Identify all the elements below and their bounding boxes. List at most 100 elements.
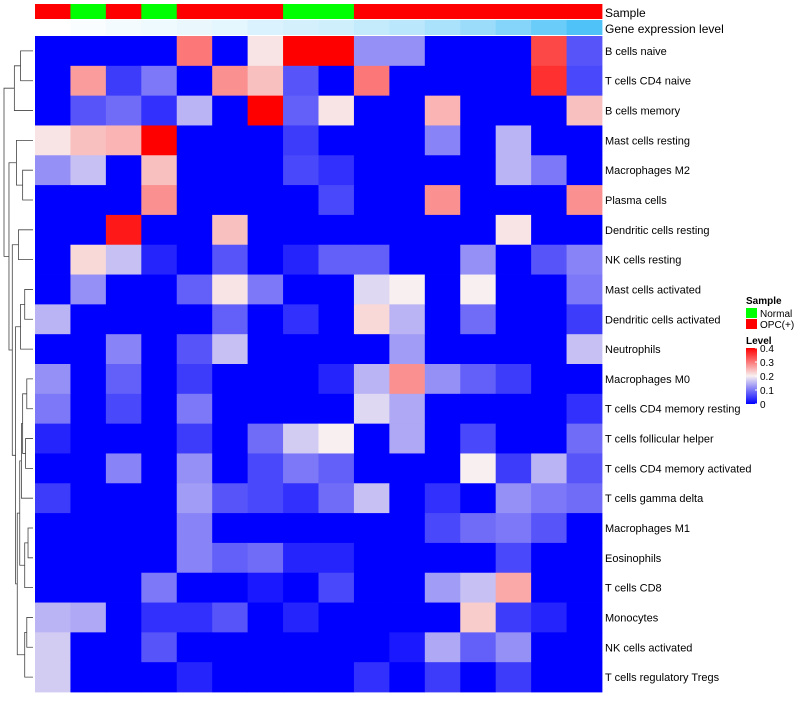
heatmap-cell <box>424 572 461 603</box>
level-annotation-cell <box>566 20 603 35</box>
heatmap-cell <box>105 364 142 395</box>
heatmap-cell <box>141 602 178 633</box>
heatmap-cell <box>212 244 249 275</box>
heatmap-cell <box>141 185 178 216</box>
heatmap-cell <box>141 334 178 365</box>
heatmap-cell <box>35 483 71 514</box>
heatmap-cell <box>318 513 355 544</box>
heatmap-cell <box>318 453 355 484</box>
heatmap-cell <box>531 125 567 156</box>
heatmap-cell <box>105 632 142 663</box>
heatmap-cell <box>460 483 497 514</box>
dendrogram-branch <box>20 50 33 82</box>
heatmap-cell <box>141 65 178 97</box>
heatmap-cell <box>70 572 107 603</box>
heatmap-cell <box>460 155 497 186</box>
heatmap-cell <box>318 304 355 335</box>
heatmap-cell <box>460 36 497 67</box>
heatmap-cell <box>283 662 319 693</box>
heatmap-cell <box>566 214 603 246</box>
annotation-track-label: Gene expression level <box>605 22 724 36</box>
heatmap-cell <box>283 483 319 514</box>
heatmap-cell <box>212 214 249 246</box>
heatmap-cell <box>424 304 461 335</box>
heatmap-cell <box>141 393 178 425</box>
heatmap-cell <box>318 483 355 514</box>
dendrogram-branch <box>21 423 33 499</box>
dendrogram-branch <box>26 617 33 648</box>
heatmap-cell <box>141 364 178 395</box>
heatmap-cell <box>495 95 532 126</box>
heatmap-cell <box>212 274 249 305</box>
heatmap-cell <box>105 95 142 126</box>
heatmap-cell <box>495 483 532 514</box>
heatmap-cell <box>105 542 142 574</box>
heatmap-cell <box>141 125 178 156</box>
heatmap-cell <box>141 155 178 186</box>
heatmap-cell <box>318 65 355 97</box>
level-annotation-cell <box>318 20 355 35</box>
heatmap-cell <box>531 185 567 216</box>
heatmap-cell <box>212 125 249 156</box>
level-annotation-cell <box>353 20 390 35</box>
heatmap-cell <box>70 513 107 544</box>
row-label: Plasma cells <box>605 195 667 207</box>
heatmap-cell <box>212 602 249 633</box>
heatmap-cell <box>318 393 355 425</box>
heatmap-cell <box>283 185 319 216</box>
row-label: T cells gamma delta <box>605 493 704 505</box>
heatmap-cell <box>247 542 284 574</box>
heatmap-cell <box>531 304 567 335</box>
heatmap-cell <box>35 364 71 395</box>
heatmap-cell <box>70 65 107 97</box>
heatmap-cell <box>424 334 461 365</box>
heatmap-cell <box>70 214 107 246</box>
heatmap-cell <box>212 423 249 454</box>
heatmap-cell <box>105 155 142 186</box>
heatmap-cell <box>460 214 497 246</box>
heatmap-cell <box>353 602 390 633</box>
heatmap-cell <box>105 304 142 335</box>
heatmap-cell <box>105 483 142 514</box>
legend-sample-label: OPC(+) <box>760 320 794 331</box>
heatmap-cell <box>105 602 142 633</box>
heatmap-cell <box>353 393 390 425</box>
heatmap-cell <box>70 662 107 693</box>
heatmap-cell <box>531 572 567 603</box>
heatmap-cell <box>318 244 355 275</box>
heatmap-cell <box>105 662 142 693</box>
heatmap-cell <box>105 214 142 246</box>
dendrogram-branch <box>24 631 33 678</box>
heatmap-cell <box>389 542 426 574</box>
heatmap-cell <box>495 453 532 484</box>
heatmap-cell <box>318 95 355 126</box>
heatmap-cell <box>176 125 213 156</box>
heatmap-cell <box>247 483 284 514</box>
heatmap-cell <box>424 214 461 246</box>
sample-annotation-cell <box>460 4 497 19</box>
heatmap-cell <box>353 95 390 126</box>
heatmap-cell <box>495 334 532 365</box>
heatmap-cell <box>35 513 71 544</box>
heatmap-cell <box>389 125 426 156</box>
dendrogram-branch <box>8 162 17 351</box>
heatmap-cell <box>176 36 213 67</box>
heatmap-cell <box>566 244 603 275</box>
heatmap-cell <box>176 155 213 186</box>
heatmap-cell <box>212 632 249 663</box>
heatmap-cell <box>460 542 497 574</box>
heatmap-cell <box>566 662 603 693</box>
heatmap-cell <box>531 453 567 484</box>
heatmap-cell <box>460 513 497 544</box>
heatmap-cell <box>176 185 213 216</box>
level-annotation-cell <box>212 20 249 35</box>
heatmap-cell <box>531 334 567 365</box>
heatmap-cell <box>283 244 319 275</box>
sample-annotation-cell <box>105 4 142 19</box>
heatmap-cell <box>105 334 142 365</box>
heatmap-cell <box>318 572 355 603</box>
heatmap-cell <box>460 125 497 156</box>
heatmap-cell <box>70 244 107 275</box>
row-label: Dendritic cells activated <box>605 314 721 326</box>
heatmap-cell <box>531 214 567 246</box>
